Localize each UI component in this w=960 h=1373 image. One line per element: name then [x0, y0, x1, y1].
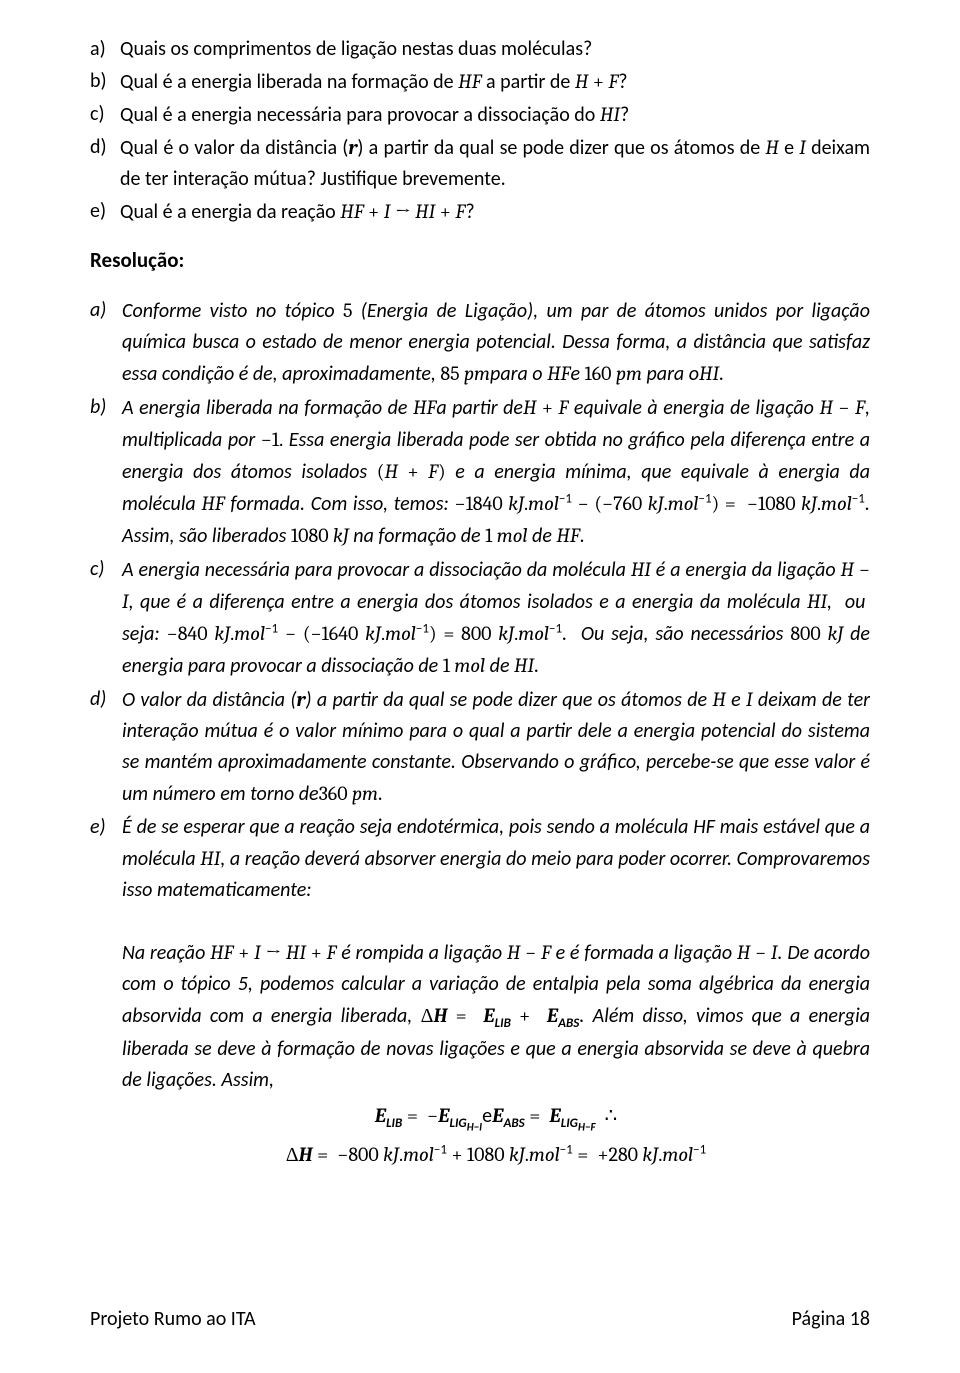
answer-item: c)A energia necessária para provocar a d…	[90, 554, 870, 682]
question-text: Qual é o valor da distância (r) a partir…	[120, 132, 870, 195]
resolution-heading: Resolução:	[90, 244, 870, 277]
answer-item: d)O valor da distância (r) a partir da q…	[90, 684, 870, 810]
question-marker: b)	[90, 66, 120, 98]
question-marker: c)	[90, 99, 120, 131]
question-text: Quais os comprimentos de ligação nestas …	[120, 34, 870, 65]
question-text: Qual é a energia liberada na formação de…	[120, 66, 870, 98]
footer-right: Página 18	[792, 1304, 870, 1335]
question-item: d)Qual é o valor da distância (r) a part…	[90, 132, 870, 195]
answer-text: É de se esperar que a reação seja endoté…	[122, 812, 870, 1172]
page: a)Quais os comprimentos de ligação nesta…	[0, 0, 960, 1373]
question-text: Qual é a energia necessária para provoca…	[120, 99, 870, 131]
answer-text: A energia necessária para provocar a dis…	[122, 554, 870, 682]
answer-item: b)A energia liberada na formação de HFa …	[90, 392, 870, 552]
page-footer: Projeto Rumo ao ITA Página 18	[90, 1304, 870, 1335]
answer-marker: b)	[90, 392, 122, 552]
footer-left: Projeto Rumo ao ITA	[90, 1304, 256, 1335]
question-item: e)Qual é a energia da reação HF + I → HI…	[90, 196, 870, 228]
answer-text: Conforme visto no tópico 5 (Energia de L…	[122, 295, 870, 390]
answer-list: a)Conforme visto no tópico 5 (Energia de…	[90, 295, 870, 1172]
question-item: b)Qual é a energia liberada na formação …	[90, 66, 870, 98]
question-text: Qual é a energia da reação HF + I → HI +…	[120, 196, 870, 228]
answer-marker: a)	[90, 295, 122, 390]
answer-item: e)É de se esperar que a reação seja endo…	[90, 812, 870, 1172]
question-marker: e)	[90, 196, 120, 228]
answer-text: O valor da distância (r) a partir da qua…	[122, 684, 870, 810]
question-item: a)Quais os comprimentos de ligação nesta…	[90, 34, 870, 65]
answer-text: A energia liberada na formação de HFa pa…	[122, 392, 870, 552]
answer-item: a)Conforme visto no tópico 5 (Energia de…	[90, 295, 870, 390]
question-marker: d)	[90, 132, 120, 195]
question-list: a)Quais os comprimentos de ligação nesta…	[90, 34, 870, 228]
question-marker: a)	[90, 34, 120, 65]
question-item: c)Qual é a energia necessária para provo…	[90, 99, 870, 131]
answer-marker: e)	[90, 812, 122, 1172]
answer-marker: c)	[90, 554, 122, 682]
answer-marker: d)	[90, 684, 122, 810]
